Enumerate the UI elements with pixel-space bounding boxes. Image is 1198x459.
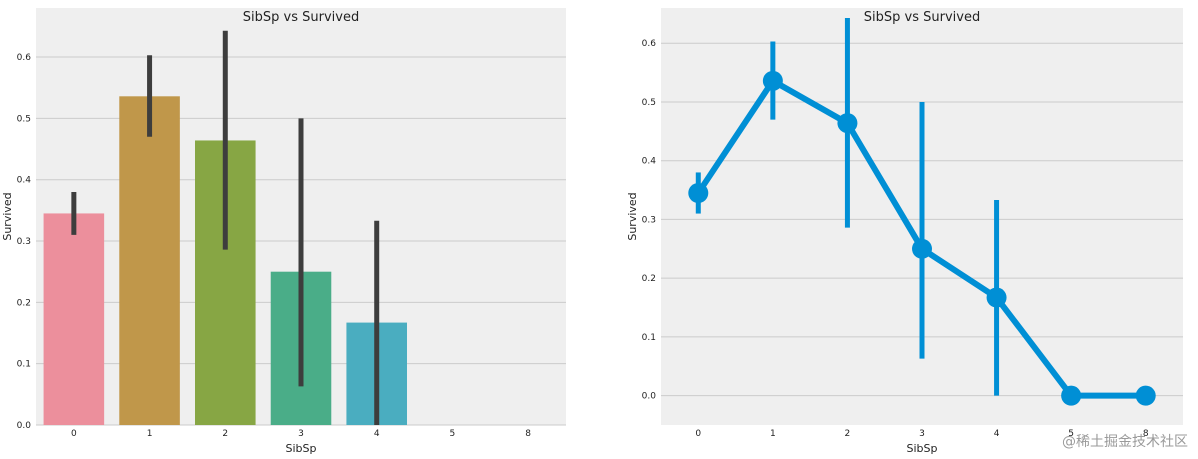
point-sibsp-3 [912, 238, 932, 259]
y-tick-label: 0.2 [17, 298, 31, 308]
y-tick-label: 0.4 [642, 157, 657, 167]
y-tick-label: 0.0 [642, 392, 657, 402]
y-tick-label: 0.1 [642, 333, 656, 343]
y-tick-label: 0.5 [642, 98, 656, 108]
y-tick-label: 0.4 [17, 176, 32, 186]
x-tick-label: 1 [770, 429, 776, 439]
y-tick-label: 0.0 [17, 421, 32, 431]
x-tick-label: 3 [919, 429, 925, 439]
y-tick-label: 0.5 [17, 114, 31, 124]
bar-sibsp-1 [119, 96, 180, 426]
y-tick-label: 0.6 [642, 39, 657, 49]
y-tick-label: 0.6 [17, 53, 32, 63]
x-tick-label: 8 [525, 429, 531, 439]
x-tick-label: 5 [450, 429, 456, 439]
chart-title: SibSp vs Survived [243, 10, 359, 25]
x-tick-label: 2 [222, 429, 228, 439]
x-axis-label: SibSp [286, 442, 317, 455]
point-sibsp-1 [762, 70, 783, 91]
y-axis-label: Survived [1, 192, 14, 240]
bar-sibsp-0 [43, 213, 105, 425]
y-tick-label: 0.1 [17, 360, 31, 370]
point-sibsp-5 [1061, 385, 1082, 406]
x-tick-label: 2 [845, 429, 851, 439]
x-tick-label: 4 [994, 429, 1000, 439]
y-tick-label: 0.2 [642, 274, 656, 284]
y-axis-label: Survived [626, 192, 639, 240]
watermark-text: @稀土掘金技术社区 [1062, 434, 1188, 450]
y-tick-label: 0.3 [17, 237, 31, 247]
point-sibsp-4 [986, 287, 1007, 308]
chart-title: SibSp vs Survived [864, 10, 980, 25]
x-tick-label: 1 [147, 429, 153, 439]
x-tick-label: 3 [298, 429, 304, 439]
y-tick-label: 0.3 [642, 215, 656, 225]
x-tick-label: 0 [71, 429, 77, 439]
x-tick-label: 4 [374, 429, 380, 439]
x-tick-label: 0 [695, 429, 701, 439]
x-tick-label: 8 [1143, 429, 1149, 439]
point-sibsp-0 [688, 183, 709, 204]
x-axis-label: SibSp [907, 442, 938, 455]
point-sibsp-8 [1135, 385, 1156, 406]
point-sibsp-2 [837, 113, 858, 134]
x-tick-label: 5 [1068, 429, 1074, 439]
